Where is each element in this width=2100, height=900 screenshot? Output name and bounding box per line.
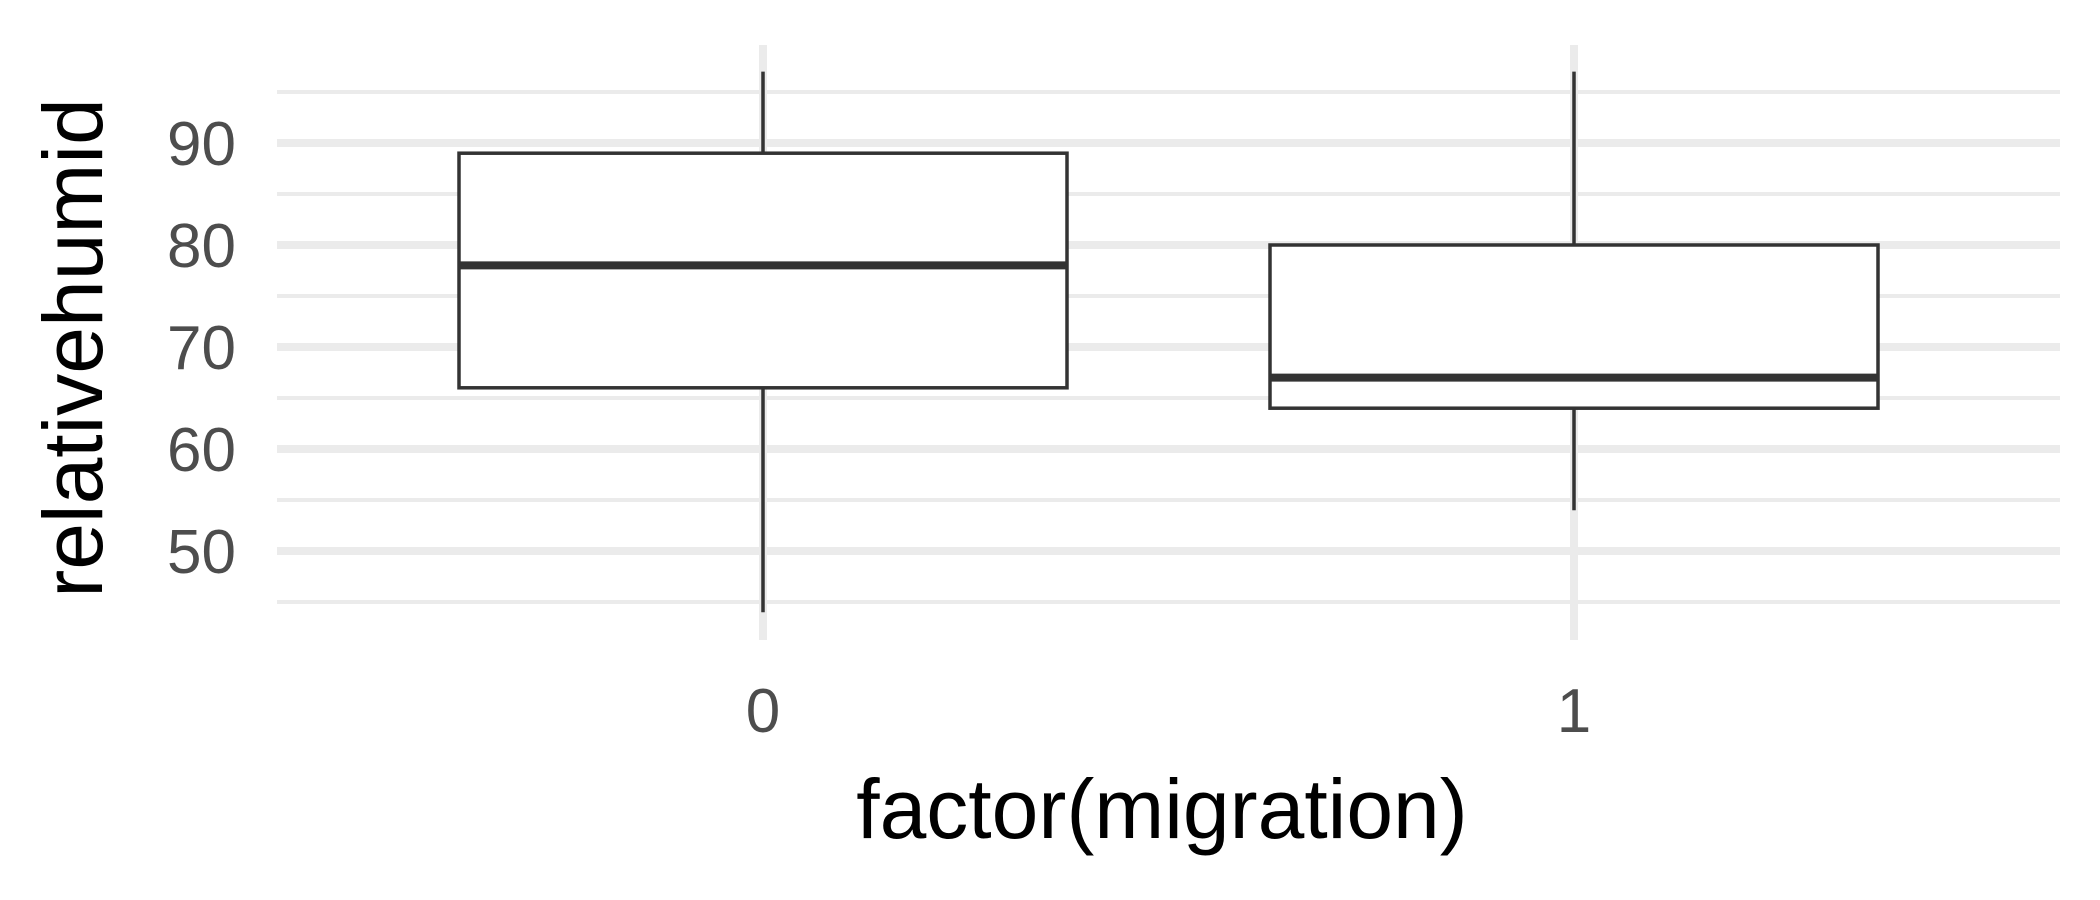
x-tick-label: 0 <box>746 677 780 746</box>
iqr-box <box>457 151 1069 390</box>
y-tick-label: 90 <box>167 110 236 179</box>
x-tick-label: 1 <box>1557 677 1591 746</box>
iqr-box <box>1268 243 1880 410</box>
x-axis-title: factor(migration) <box>856 762 1468 856</box>
y-axis-ticks: 50 60 70 80 90 <box>167 110 236 587</box>
y-tick-label: 50 <box>167 518 236 587</box>
y-axis-title: relativehumid <box>26 98 120 598</box>
boxes <box>457 71 1880 613</box>
box-1 <box>1268 71 1880 511</box>
y-tick-label: 70 <box>167 314 236 383</box>
y-tick-label: 80 <box>167 212 236 281</box>
box-0 <box>457 71 1069 613</box>
y-tick-label: 60 <box>167 416 236 485</box>
